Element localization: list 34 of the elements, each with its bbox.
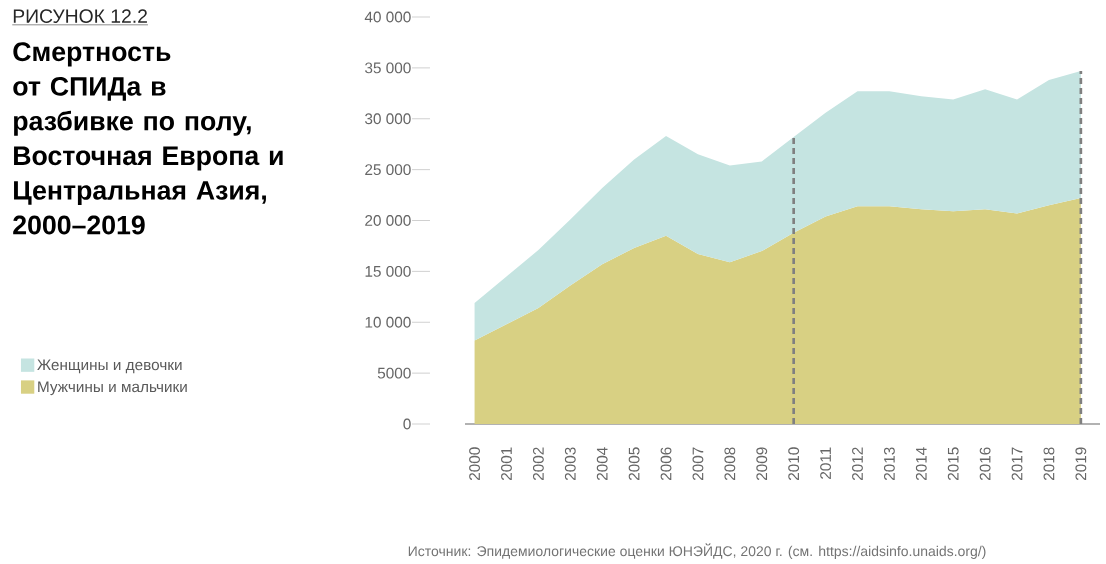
x-tick-label: 2005 <box>628 447 640 481</box>
y-tick-label: 30 000 <box>365 113 411 125</box>
y-tick-label: 15 000 <box>365 265 411 277</box>
x-tick-label: 2009 <box>756 447 768 481</box>
x-tick-label: 2000 <box>469 447 480 481</box>
y-tick-label: 0 <box>403 418 411 430</box>
text: Смертность от СПИДа в разбивке по полу, Восточная Европа и Центральная Азия, 2000–2019 <box>13 42 283 235</box>
x-tick-label: 2011 <box>820 447 832 479</box>
x-tick-label: 2013 <box>883 447 895 481</box>
x-tick-label: 2004 <box>596 447 608 481</box>
legend-label: Женщины и девочки <box>37 359 182 374</box>
x-tick-label: 2010 <box>788 447 800 481</box>
x-tick-label: 2003 <box>564 447 576 481</box>
y-tick-label: 25 000 <box>365 164 411 176</box>
legend-label: Мужчины и мальчики <box>38 381 187 396</box>
text: РИСУНОК 12.2 <box>13 9 147 23</box>
x-tick-label: 2019 <box>1075 447 1087 481</box>
x-tick-label: 2014 <box>915 447 927 481</box>
x-tick-label: 2001 <box>501 447 512 481</box>
y-tick-label: 10 000 <box>365 316 411 328</box>
x-tick-label: 2016 <box>979 447 991 481</box>
y-tick-label: 20 000 <box>365 215 411 226</box>
x-tick-label: 2006 <box>660 447 672 481</box>
x-tick-label: 2012 <box>852 447 863 481</box>
x-tick-label: 2008 <box>724 447 736 481</box>
x-tick-label: 2007 <box>692 447 704 481</box>
x-tick-label: 2018 <box>1043 447 1055 481</box>
y-tick-label: 5000 <box>377 367 411 379</box>
x-tick-label: 2017 <box>1011 447 1023 481</box>
text: Источник: Эпидемиологические оценки ЮНЭЙДС, 2020 г. (см. https://aidsinfo.unaids.org/) <box>408 543 986 559</box>
x-tick-label: 2002 <box>532 447 544 481</box>
y-tick-label: 35 000 <box>365 62 411 74</box>
y-tick-label: 40 000 <box>364 11 411 23</box>
x-tick-label: 2015 <box>947 447 959 481</box>
